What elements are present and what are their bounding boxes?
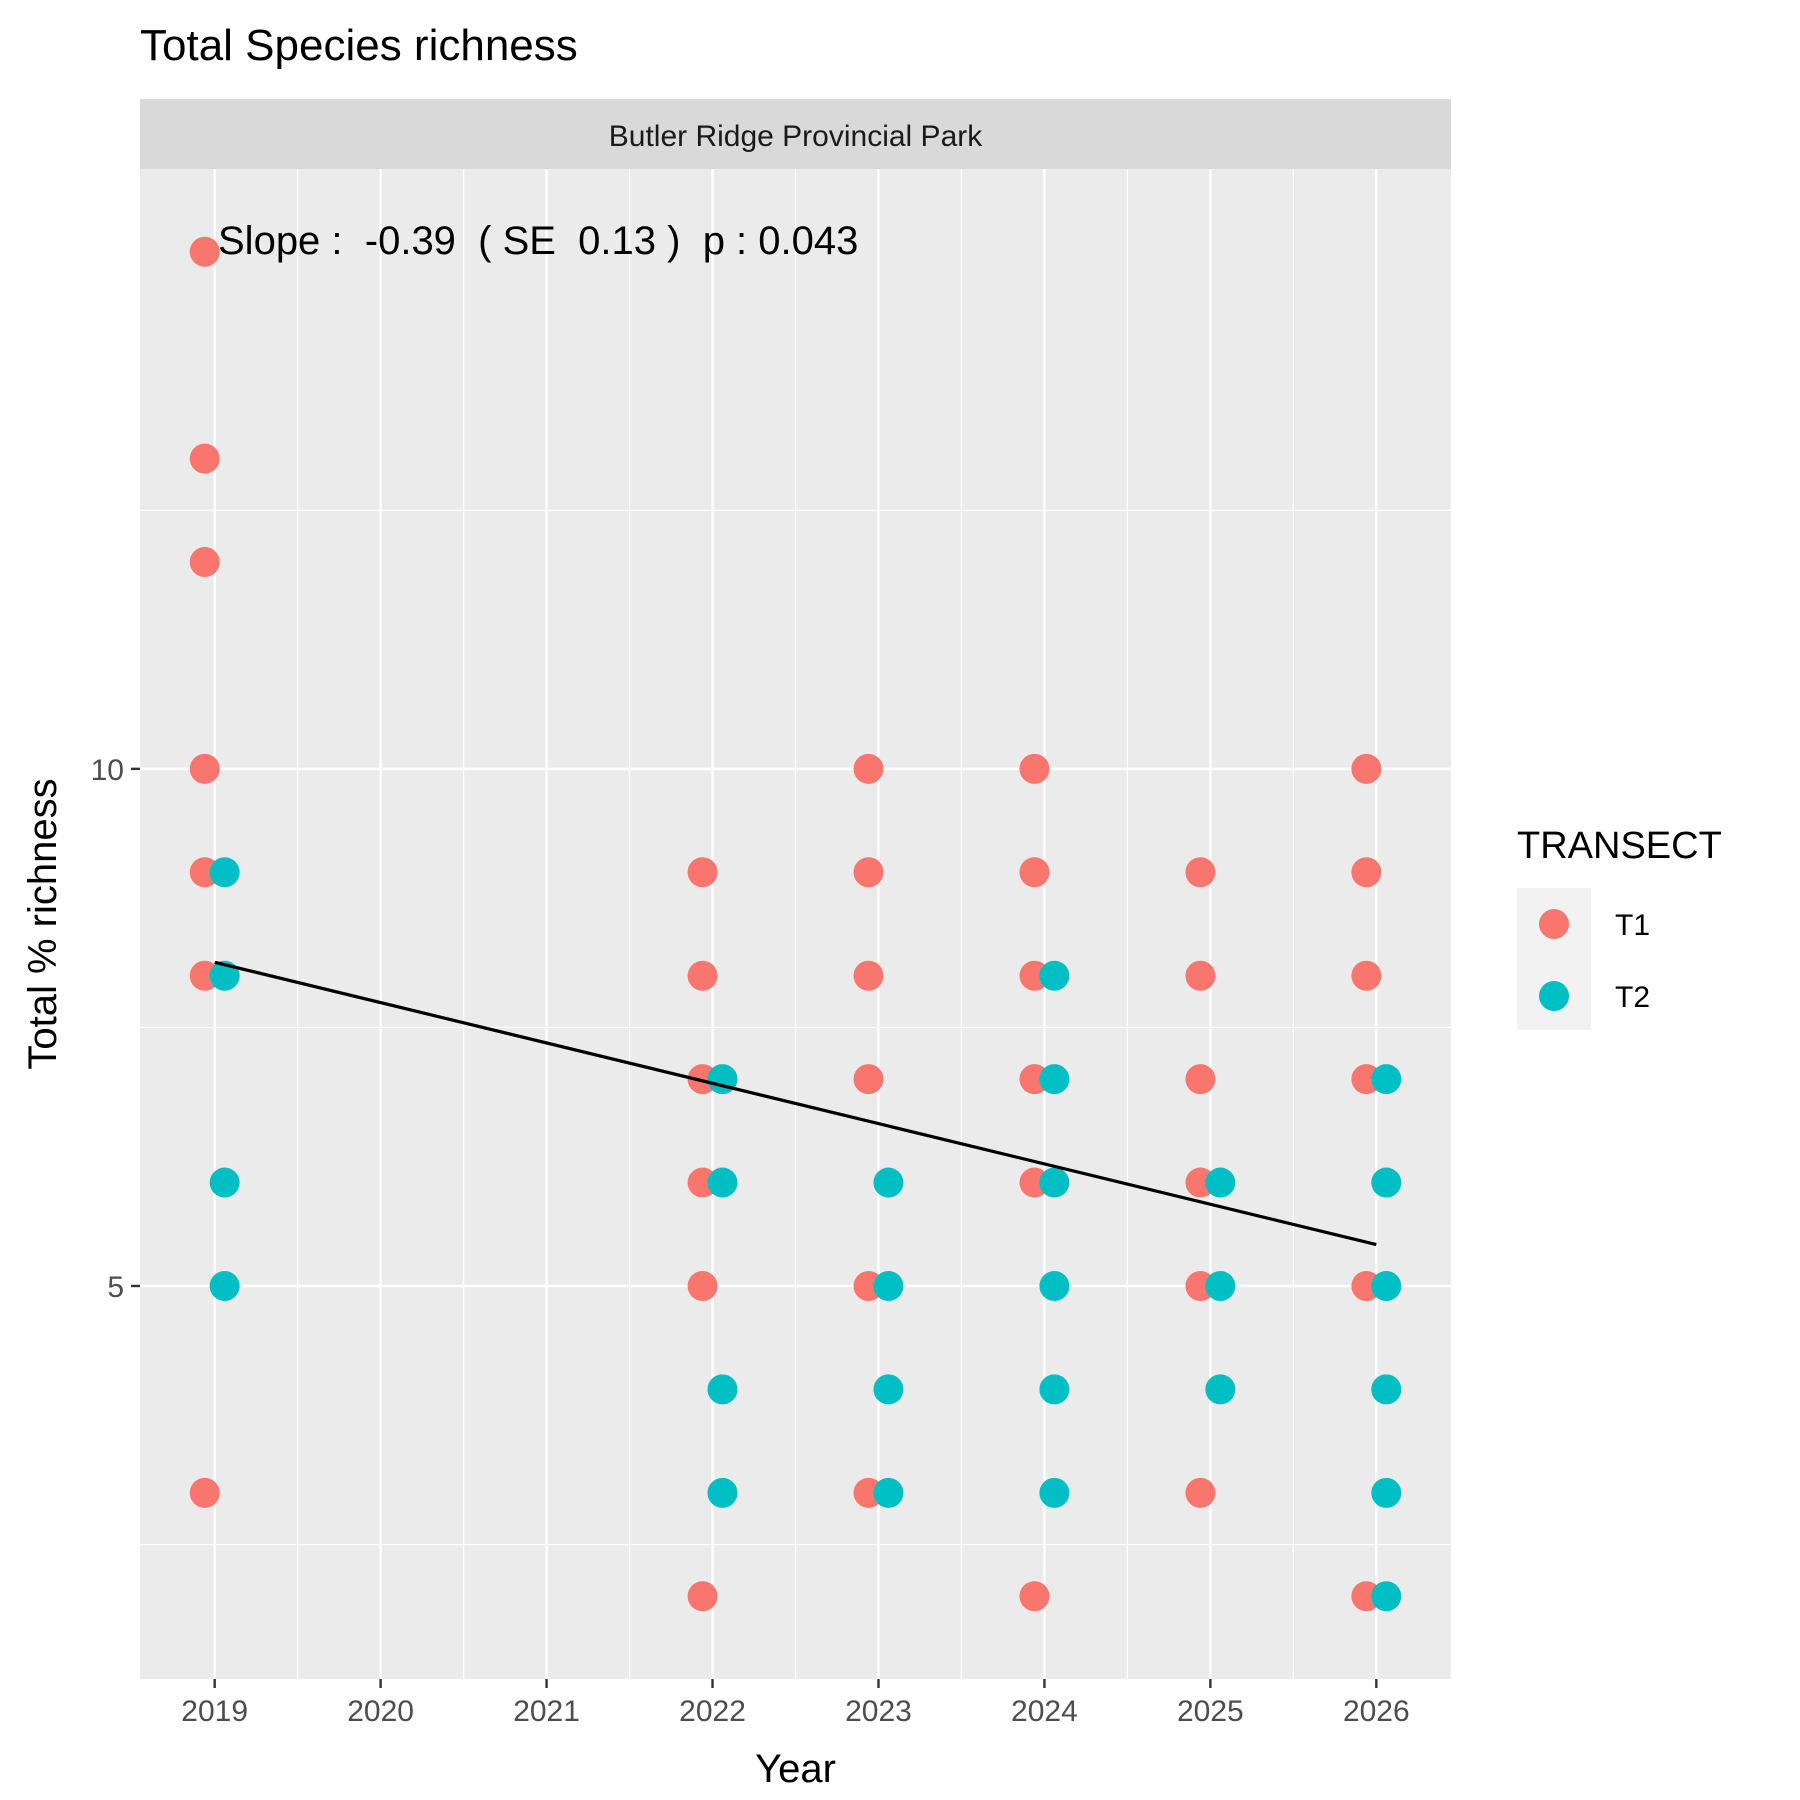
point-t2 xyxy=(1371,1477,1402,1508)
point-t1 xyxy=(1185,857,1216,888)
facet-label: Butler Ridge Provincial Park xyxy=(609,120,983,153)
point-t2 xyxy=(1039,960,1070,991)
x-tick-label: 2024 xyxy=(1011,1695,1078,1728)
grid-minor xyxy=(140,169,1451,1679)
point-t1 xyxy=(687,960,718,991)
point-t2 xyxy=(1039,1167,1070,1198)
x-tick-label: 2025 xyxy=(1177,1695,1244,1728)
x-tick-label: 2020 xyxy=(347,1695,414,1728)
x-axis: 2019 2020 2021 2022 2023 2024 2025 2026 xyxy=(181,1679,1410,1728)
point-t2 xyxy=(1039,1270,1070,1301)
point-t1 xyxy=(1019,1581,1050,1612)
point-t1 xyxy=(687,1270,718,1301)
point-t2 xyxy=(1205,1374,1236,1405)
point-t2 xyxy=(1039,1064,1070,1095)
point-t1 xyxy=(1351,753,1382,784)
x-tick-label: 2021 xyxy=(513,1695,580,1728)
chart-title: Total Species richness xyxy=(140,21,578,70)
legend-key-t2 xyxy=(1539,981,1569,1011)
legend-title: TRANSECT xyxy=(1517,825,1722,867)
point-t2 xyxy=(1205,1270,1236,1301)
point-t2 xyxy=(1039,1477,1070,1508)
point-t1 xyxy=(853,1064,884,1095)
point-t2 xyxy=(1371,1167,1402,1198)
x-tick-label: 2026 xyxy=(1343,1695,1410,1728)
point-t1 xyxy=(189,1477,220,1508)
point-t2 xyxy=(707,1167,738,1198)
point-t2 xyxy=(209,1270,240,1301)
legend-label-t1: T1 xyxy=(1615,909,1650,942)
point-t1 xyxy=(687,857,718,888)
point-t1 xyxy=(1351,960,1382,991)
point-t2 xyxy=(209,857,240,888)
slope-annotation: Slope : -0.39 ( SE 0.13 ) p : 0.043 xyxy=(218,219,858,263)
point-t2 xyxy=(1039,1374,1070,1405)
legend-label-t2: T2 xyxy=(1615,981,1650,1014)
y-tick-label: 10 xyxy=(91,754,124,787)
legend: TRANSECT T1 T2 xyxy=(1517,825,1722,1030)
point-t2 xyxy=(873,1167,904,1198)
grid-major xyxy=(140,169,1451,1679)
point-t2 xyxy=(873,1477,904,1508)
point-t1 xyxy=(189,236,220,267)
point-t1 xyxy=(1019,857,1050,888)
point-t1 xyxy=(1185,1477,1216,1508)
point-t1 xyxy=(687,1581,718,1612)
point-t2 xyxy=(1371,1064,1402,1095)
point-t2 xyxy=(1371,1374,1402,1405)
point-t1 xyxy=(1185,960,1216,991)
y-axis-label: Total % richness xyxy=(21,778,65,1069)
point-t2 xyxy=(1371,1270,1402,1301)
point-t1 xyxy=(1185,1064,1216,1095)
y-tick-label: 5 xyxy=(107,1271,124,1304)
point-t1 xyxy=(1019,753,1050,784)
x-axis-label: Year xyxy=(755,1747,836,1791)
x-tick-label: 2022 xyxy=(679,1695,746,1728)
point-t1 xyxy=(853,753,884,784)
point-t1 xyxy=(853,960,884,991)
trend-line xyxy=(214,960,1377,1247)
legend-key-t1 xyxy=(1539,909,1569,939)
point-t2 xyxy=(209,960,240,991)
trend-layer xyxy=(214,960,1377,1247)
x-tick-label: 2023 xyxy=(845,1695,912,1728)
point-t2 xyxy=(209,1167,240,1198)
point-t1 xyxy=(189,753,220,784)
points-layer xyxy=(189,236,1402,1612)
point-t1 xyxy=(189,443,220,474)
point-t2 xyxy=(707,1374,738,1405)
point-t1 xyxy=(189,547,220,578)
y-axis: 5 10 xyxy=(91,754,140,1304)
point-t2 xyxy=(1371,1581,1402,1612)
point-t1 xyxy=(1351,857,1382,888)
x-tick-label: 2019 xyxy=(181,1695,248,1728)
facet-strip xyxy=(140,99,1451,169)
point-t2 xyxy=(873,1374,904,1405)
point-t1 xyxy=(853,857,884,888)
point-t2 xyxy=(873,1270,904,1301)
point-t2 xyxy=(707,1477,738,1508)
point-t2 xyxy=(1205,1167,1236,1198)
